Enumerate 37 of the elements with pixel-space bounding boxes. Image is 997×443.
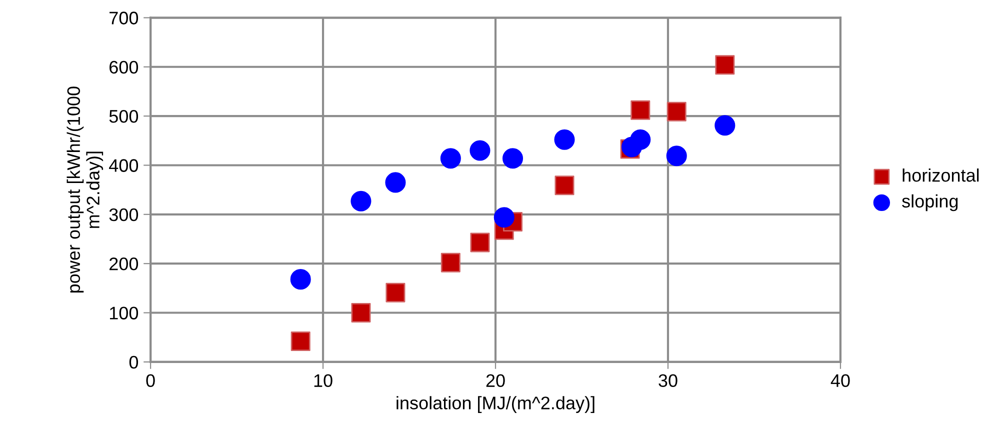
y-tick-label: 300 (109, 208, 138, 222)
y-tick-label: 700 (110, 12, 138, 24)
point (666, 146, 687, 166)
y-tick-label: 400 (109, 159, 138, 172)
point (666, 102, 686, 122)
point (470, 140, 490, 161)
point (630, 129, 651, 150)
x-tick-label: 10 (314, 374, 332, 387)
point (470, 232, 490, 252)
point (385, 172, 406, 193)
y-tick-label: 200 (110, 258, 138, 270)
point (350, 190, 372, 212)
point (630, 100, 650, 120)
point (290, 332, 310, 352)
point (715, 55, 735, 75)
legend-label: horizontal (902, 168, 979, 182)
point (502, 148, 524, 169)
y-tick-label: 600 (110, 60, 138, 74)
point (494, 207, 514, 228)
point (290, 269, 311, 290)
point (554, 176, 574, 196)
x-tick-label: 30 (658, 374, 678, 387)
x-tick-label: 20 (486, 374, 505, 387)
x-axis-title: insolation [MJ/(m^2.day)] (396, 396, 594, 413)
point (440, 252, 460, 272)
point (440, 148, 461, 169)
point (351, 303, 371, 323)
y-tick-label: 100 (110, 306, 138, 320)
x-tick-label: 40 (830, 374, 850, 387)
point (554, 129, 575, 150)
y-axis-title: power output [kWhr/(1000 m^2.day)] (66, 86, 104, 293)
point (386, 282, 406, 302)
y-tick-label: 0 (129, 356, 138, 369)
y-tick-label: 500 (109, 110, 138, 123)
legend-label: sloping (902, 194, 958, 212)
point (714, 115, 736, 136)
x-tick-label: 0 (146, 374, 155, 387)
